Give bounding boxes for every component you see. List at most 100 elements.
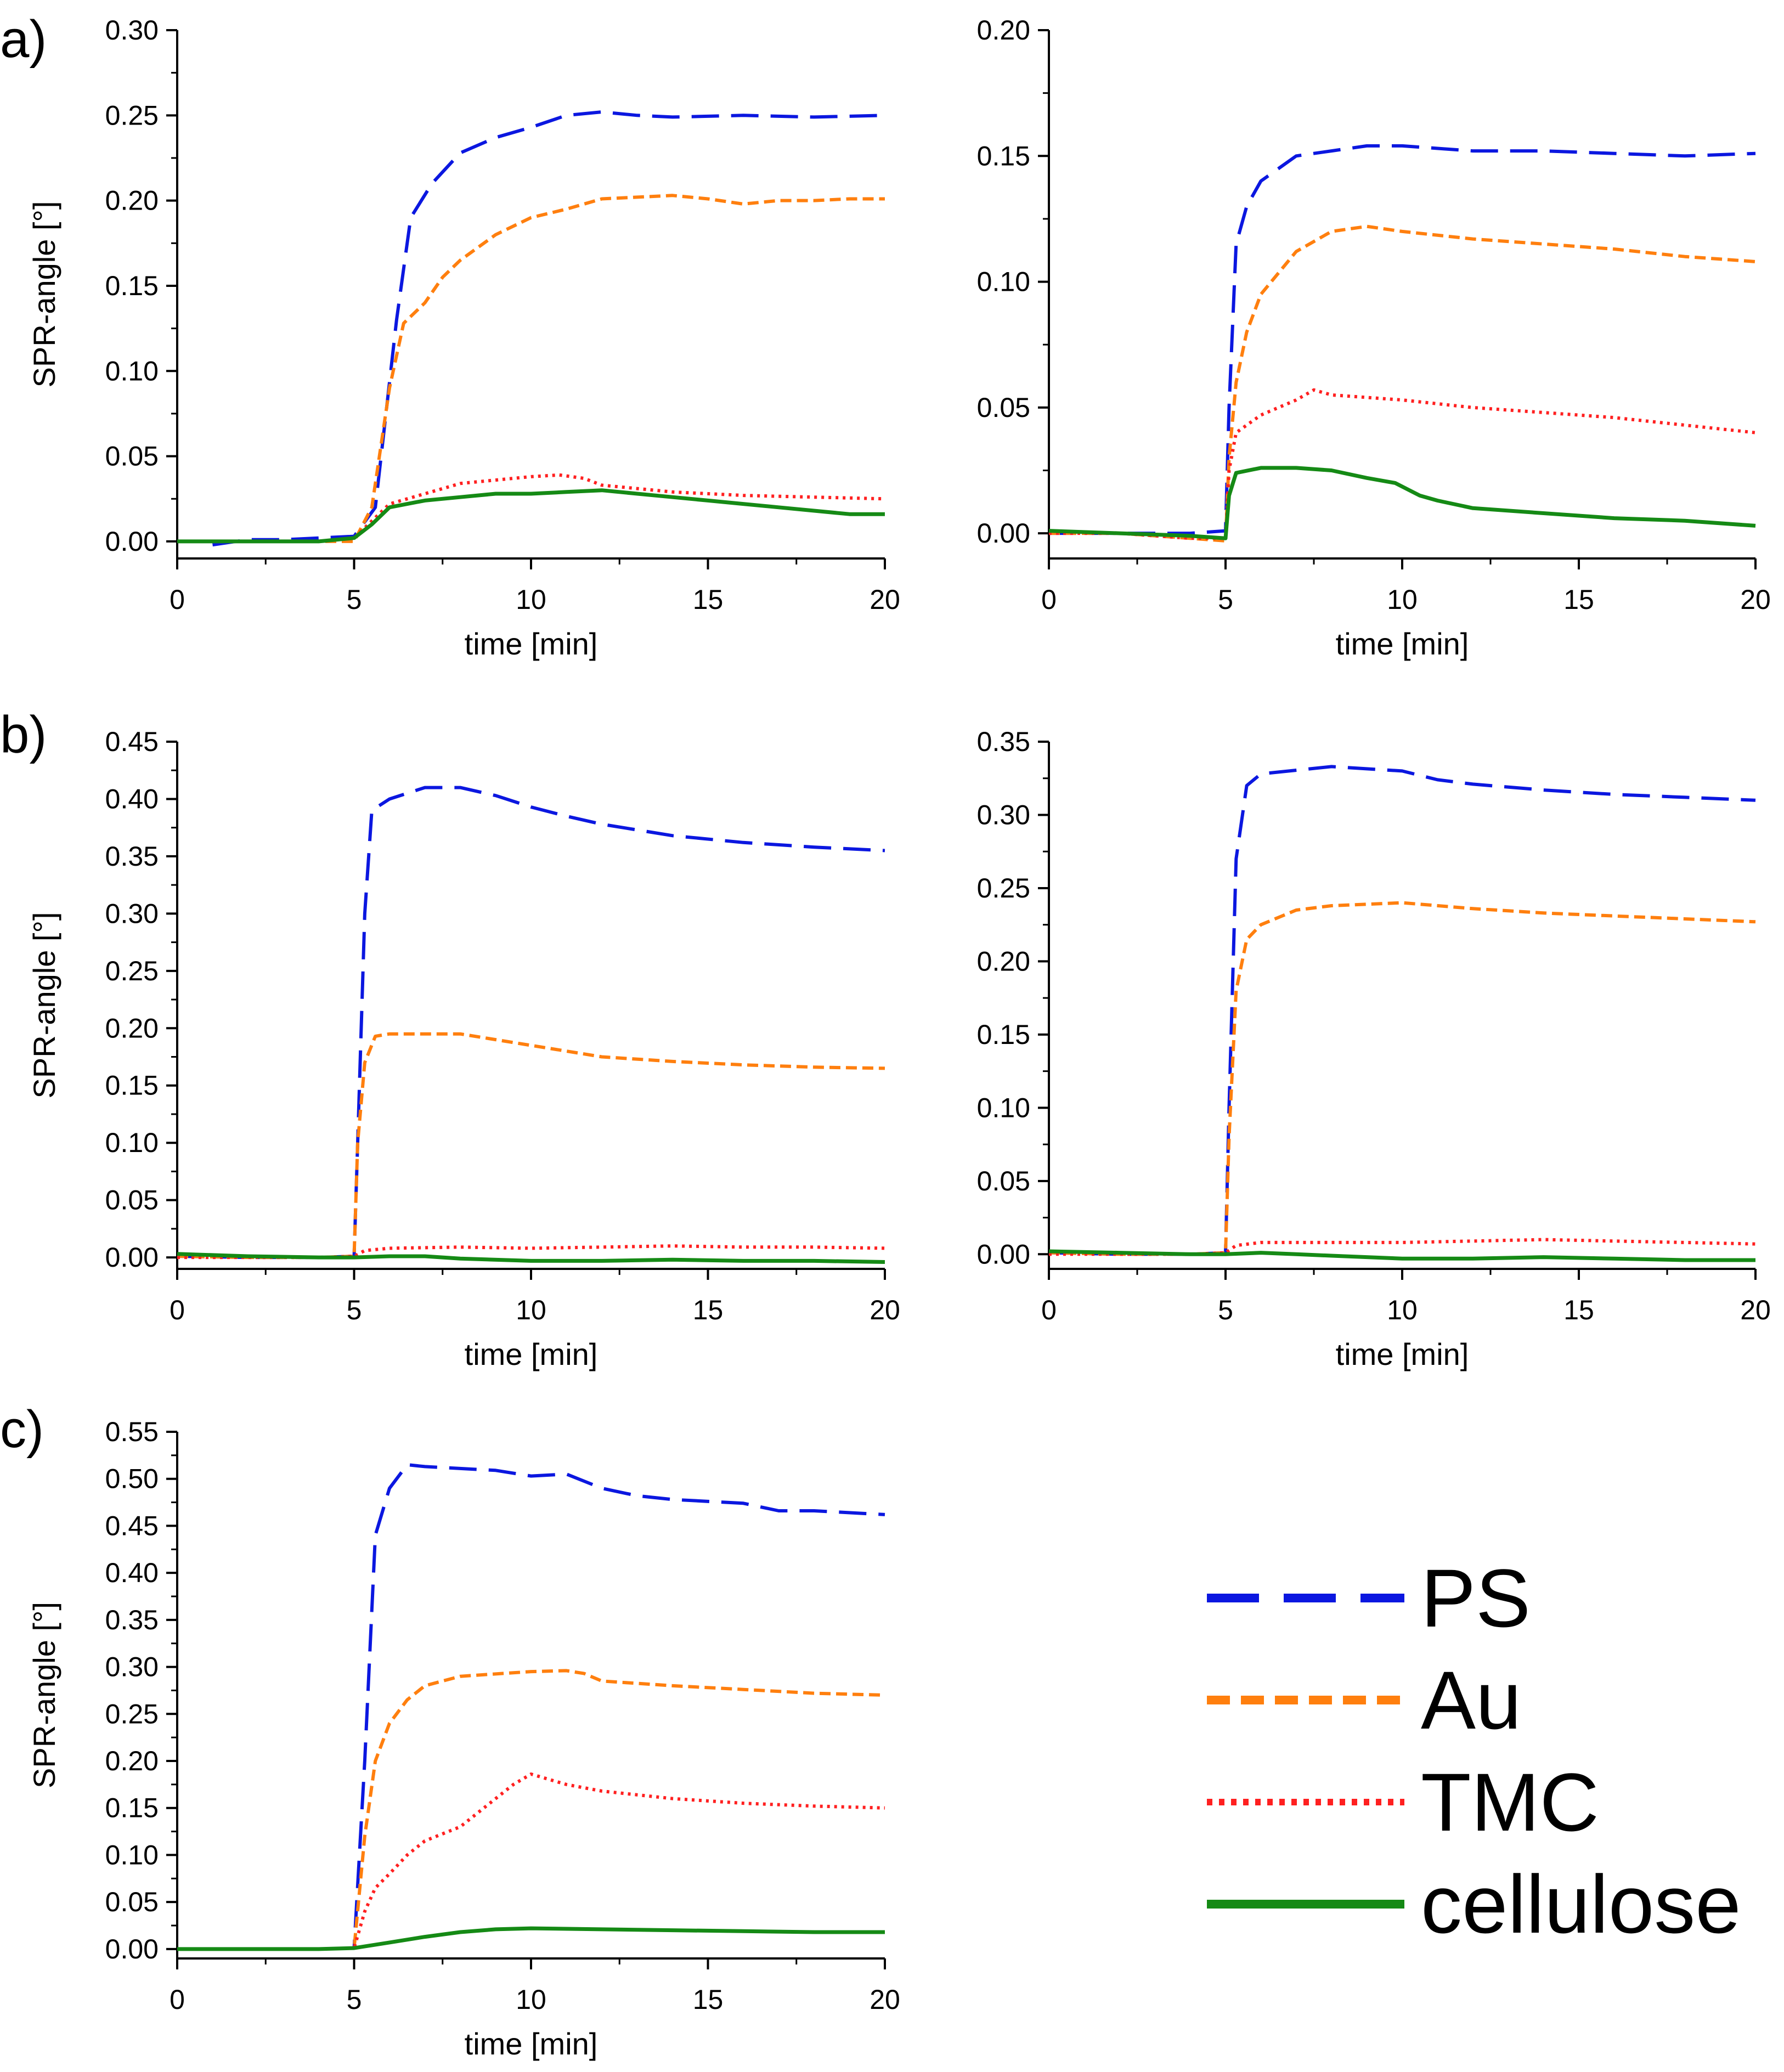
y-tick-label: 0.25 — [105, 1698, 159, 1729]
y-tick-label: 0.00 — [105, 1934, 159, 1964]
y-axis-label: SPR-angle [°] — [27, 201, 61, 388]
series-line-cellulose — [177, 1252, 885, 1264]
x-axis-label: time [min] — [465, 2026, 598, 2061]
x-tick-label: 0 — [170, 584, 185, 615]
y-tick-label: 0.00 — [105, 526, 159, 557]
x-tick-label: 20 — [870, 1295, 900, 1325]
y-tick-label: 0.15 — [977, 1019, 1030, 1050]
y-tick-label: 0.30 — [105, 1652, 159, 1683]
legend-swatch-au — [1207, 1696, 1404, 1704]
legend: PS Au TMC cellulose — [1207, 1547, 1755, 1955]
series-line-ps — [1048, 765, 1756, 1256]
legend-label-ps: PS — [1421, 1552, 1531, 1644]
y-tick-label: 0.05 — [977, 392, 1030, 423]
y-tick-label: 0.30 — [105, 15, 159, 46]
y-tick-label: 0.00 — [977, 1239, 1030, 1269]
x-tick-label: 15 — [693, 1984, 724, 2015]
x-tick-label: 15 — [1563, 1295, 1594, 1325]
series-line-ps — [212, 110, 885, 547]
y-tick-label: 0.20 — [977, 946, 1030, 976]
series-line-tmc — [1049, 388, 1756, 540]
x-tick-label: 20 — [870, 584, 900, 615]
x-axis-label: time [min] — [465, 626, 598, 661]
y-axis-label: SPR-angle [°] — [27, 912, 61, 1099]
y-tick-label: 0.15 — [105, 1070, 159, 1101]
x-axis-label: time [min] — [1336, 626, 1469, 661]
series-line-ps — [1049, 144, 1756, 535]
y-axis-label: SPR-angle [°] — [27, 1602, 61, 1788]
chart-a-left: 0 5 10 15 20 0.00 0.05 0.10 0.15 0.20 0.25 0.30 time… — [27, 15, 900, 661]
y-tick-label: 0.10 — [105, 1839, 159, 1870]
y-tick-label: 0.10 — [105, 1127, 159, 1158]
legend-item-cellulose: cellulose — [1207, 1853, 1755, 1955]
chart-b-right: 0 5 10 15 20 0.00 0.05 0.10 0.15 0.20 0.25 0.30 0.35… — [977, 726, 1771, 1371]
y-tick-label: 0.15 — [977, 140, 1030, 171]
y-tick-label: 0.35 — [977, 726, 1030, 757]
panel-label-b: b) — [0, 705, 47, 764]
y-tick-label: 0.45 — [105, 726, 159, 757]
x-tick-label: 20 — [1740, 584, 1771, 615]
y-tick-label: 0.05 — [105, 1887, 159, 1917]
x-axis-label: time [min] — [465, 1337, 598, 1371]
legend-swatch-cellulose — [1207, 1900, 1404, 1909]
legend-label-au: Au — [1421, 1654, 1522, 1746]
x-tick-label: 5 — [347, 1984, 362, 2015]
series-line-au — [1049, 224, 1756, 543]
series-line-au — [177, 194, 885, 543]
y-tick-label: 0.15 — [105, 270, 159, 301]
series-line-au — [177, 1669, 885, 1951]
x-tick-label: 20 — [870, 1984, 900, 2015]
series-line-cellulose — [1048, 466, 1756, 540]
x-tick-label: 10 — [1387, 584, 1418, 615]
legend-item-au: Au — [1207, 1649, 1755, 1751]
x-tick-label: 10 — [1387, 1295, 1418, 1325]
x-axis-label: time [min] — [1336, 1337, 1469, 1371]
series-line-cellulose — [177, 488, 885, 544]
x-tick-label: 15 — [1563, 584, 1594, 615]
x-tick-label: 0 — [170, 1295, 185, 1325]
x-tick-label: 0 — [1041, 1295, 1057, 1325]
series-line-cellulose — [1048, 1249, 1755, 1262]
chart-b-left: 0 5 10 15 20 0.00 0.05 0.10 0.15 0.20 0.25 0.30 0.35… — [27, 726, 900, 1371]
y-tick-label: 0.45 — [105, 1510, 159, 1541]
y-tick-label: 0.20 — [105, 1746, 159, 1776]
legend-swatch-tmc — [1207, 1799, 1404, 1805]
x-tick-label: 10 — [516, 1295, 546, 1325]
y-tick-label: 0.35 — [105, 841, 159, 872]
y-tick-label: 0.10 — [977, 1092, 1030, 1123]
series-line-cellulose — [177, 1926, 885, 1951]
y-tick-label: 0.35 — [105, 1605, 159, 1635]
y-tick-label: 0.50 — [105, 1464, 159, 1494]
x-tick-label: 0 — [170, 1984, 185, 2015]
y-tick-label: 0.05 — [977, 1166, 1030, 1196]
series-line-ps — [177, 1463, 885, 1951]
x-tick-label: 5 — [347, 584, 362, 615]
x-tick-label: 5 — [1218, 1295, 1233, 1325]
x-tick-label: 15 — [693, 584, 724, 615]
x-tick-label: 5 — [347, 1295, 362, 1325]
legend-label-cellulose: cellulose — [1421, 1858, 1741, 1950]
y-tick-label: 0.25 — [105, 100, 159, 131]
x-tick-label: 10 — [516, 1984, 546, 2015]
chart-c-left: 0 5 10 15 20 0.00 0.05 0.10 0.15 0.20 0.25 0.30 0.35… — [27, 1416, 900, 2061]
panel-label-a: a) — [0, 10, 47, 69]
y-tick-label: 0.15 — [105, 1793, 159, 1823]
y-tick-label: 0.40 — [105, 783, 159, 814]
x-tick-label: 0 — [1041, 584, 1057, 615]
y-tick-label: 0.55 — [105, 1416, 159, 1447]
x-tick-label: 5 — [1218, 584, 1233, 615]
y-tick-label: 0.20 — [105, 1013, 159, 1043]
y-tick-label: 0.20 — [977, 15, 1030, 46]
series-line-au — [1048, 901, 1756, 1256]
x-tick-label: 20 — [1740, 1295, 1771, 1325]
y-tick-label: 0.00 — [977, 518, 1030, 549]
y-tick-label: 0.30 — [105, 898, 159, 929]
x-tick-label: 15 — [693, 1295, 724, 1325]
y-tick-label: 0.40 — [105, 1557, 159, 1588]
series-line-tmc — [177, 1772, 885, 1951]
y-tick-label: 0.05 — [105, 441, 159, 472]
chart-a-right: 0 5 10 15 20 0.00 0.05 0.10 0.15 0.20 time [min] — [977, 15, 1771, 661]
y-tick-label: 0.25 — [977, 873, 1030, 904]
series-line-ps — [177, 786, 885, 1260]
